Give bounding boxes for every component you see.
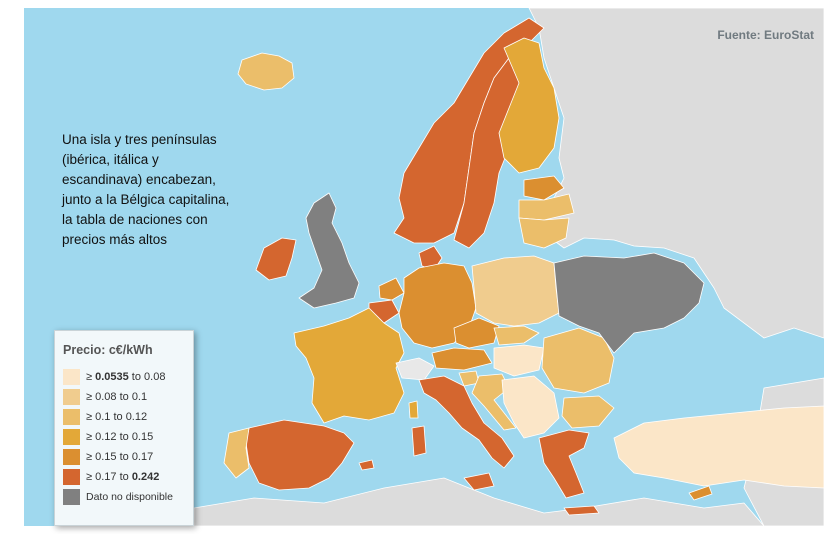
country-italy	[418, 375, 515, 469]
country-uk	[298, 192, 360, 309]
country-austria	[431, 347, 493, 371]
country-cyprus	[688, 485, 713, 501]
country-france	[293, 307, 405, 424]
legend-item-na: Dato no disponible	[63, 489, 173, 505]
legend: Precio: c€/kWh ≥ 0.0535 to 0.08 ≥ 0.08 to…	[54, 330, 194, 526]
country-lithuania	[518, 217, 570, 249]
country-switzerland	[395, 357, 435, 381]
island-mallorca	[358, 459, 375, 471]
legend-swatch	[63, 489, 80, 505]
country-greece	[538, 429, 590, 499]
source-label: Fuente: EuroStat	[717, 28, 814, 42]
country-western-balkans	[501, 375, 560, 439]
legend-swatch	[63, 409, 80, 425]
legend-label: Dato no disponible	[86, 491, 173, 503]
island-sicily	[463, 472, 495, 491]
north-africa	[193, 477, 765, 526]
legend-item: ≥ 0.08 to 0.1	[63, 389, 147, 405]
country-hungary	[493, 344, 545, 377]
country-bulgaria	[561, 395, 615, 429]
russia-east	[528, 8, 824, 339]
legend-item: ≥ 0.1 to 0.12	[63, 409, 147, 425]
legend-swatch	[63, 429, 80, 445]
legend-title: Precio: c€/kWh	[63, 343, 153, 357]
legend-swatch	[63, 449, 80, 465]
country-iceland	[237, 52, 295, 91]
country-norway	[393, 17, 545, 244]
legend-item: ≥ 0.0535 to 0.08	[63, 369, 165, 385]
legend-label: ≥ 0.08 to 0.1	[86, 391, 148, 403]
legend-item: ≥ 0.12 to 0.15	[63, 429, 153, 445]
country-slovakia	[493, 325, 540, 346]
legend-swatch	[63, 469, 80, 485]
country-ireland	[255, 237, 297, 281]
island-corsica	[408, 400, 419, 419]
island-crete	[563, 505, 600, 516]
legend-item: ≥ 0.15 to 0.17	[63, 449, 153, 465]
map-caption: Una isla y tres penínsulas (ibérica, itá…	[62, 132, 230, 247]
country-turkey	[613, 405, 824, 489]
legend-label: ≥ 0.1 to 0.12	[86, 411, 148, 423]
country-poland	[471, 255, 560, 327]
legend-label: ≥ 0.12 to 0.15	[86, 431, 154, 443]
legend-label: ≥ 0.15 to 0.17	[86, 451, 154, 463]
legend-swatch	[63, 389, 80, 405]
legend-label: ≥ 0.17 to 0.242	[86, 471, 160, 483]
legend-item: ≥ 0.17 to 0.242	[63, 469, 159, 485]
country-finland	[498, 37, 560, 174]
country-ukraine-belarus	[553, 252, 705, 354]
legend-label: ≥ 0.0535 to 0.08	[86, 371, 166, 383]
country-romania	[541, 327, 615, 394]
country-portugal	[223, 427, 250, 479]
island-sardinia	[411, 425, 427, 457]
country-netherlands	[378, 277, 405, 301]
country-czechia	[453, 317, 500, 349]
country-estonia	[523, 175, 565, 201]
legend-swatch	[63, 369, 80, 385]
country-spain	[245, 419, 355, 491]
